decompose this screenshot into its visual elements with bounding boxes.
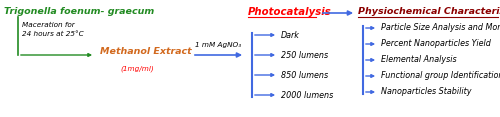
Text: Dark: Dark xyxy=(281,31,300,40)
Text: Physiochemical Characterization: Physiochemical Characterization xyxy=(358,7,500,16)
Text: 850 lumens: 850 lumens xyxy=(281,71,328,79)
Text: (1mg/ml): (1mg/ml) xyxy=(120,65,154,71)
Text: Nanoparticles Stability: Nanoparticles Stability xyxy=(381,88,472,97)
Text: 1 mM AgNO₃: 1 mM AgNO₃ xyxy=(195,42,241,48)
Text: 24 hours at 25°C: 24 hours at 25°C xyxy=(22,31,84,37)
Text: Photocatalysis: Photocatalysis xyxy=(248,7,332,17)
Text: Methanol Extract: Methanol Extract xyxy=(100,48,192,57)
Text: Trigonella foenum- graecum: Trigonella foenum- graecum xyxy=(4,7,154,16)
Text: Elemental Analysis: Elemental Analysis xyxy=(381,55,456,64)
Text: 250 lumens: 250 lumens xyxy=(281,51,328,60)
Text: Maceration for: Maceration for xyxy=(22,22,75,28)
Text: Particle Size Analysis and Morphology: Particle Size Analysis and Morphology xyxy=(381,24,500,33)
Text: Percent Nanoparticles Yield: Percent Nanoparticles Yield xyxy=(381,40,491,49)
Text: 2000 lumens: 2000 lumens xyxy=(281,91,333,99)
Text: Functional group Identification: Functional group Identification xyxy=(381,71,500,80)
